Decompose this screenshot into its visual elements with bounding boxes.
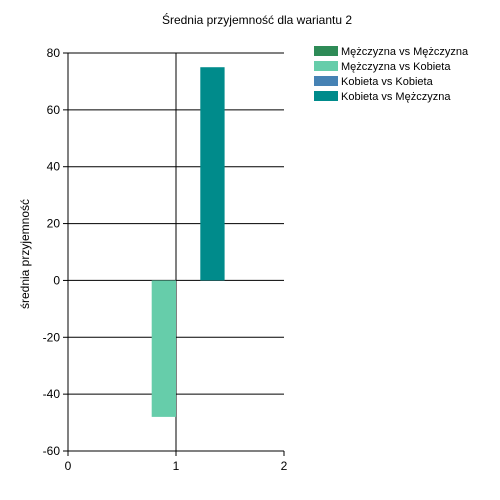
x-tick-label: 2 [281,459,288,473]
bar-4 [200,67,225,281]
y-tick-label: 40 [47,160,61,174]
y-tick-label: 80 [47,46,61,60]
legend-label-4: Kobieta vs Mężczyzna [341,91,451,103]
y-tick-label: 0 [53,273,60,287]
tick-labels: 80 60 40 20 0 -20 -40 -60 0 1 2 [43,46,288,473]
chart-title: Średnia przyjemność dla wariantu 2 [162,12,352,27]
y-tick-label: -60 [43,444,61,458]
legend-swatch-1 [314,46,338,56]
legend-swatch-4 [314,91,338,101]
y-tick-label: 60 [47,103,61,117]
legend-swatch-2 [314,61,338,71]
legend-swatch-3 [314,76,338,86]
y-tick-label: 20 [47,217,61,231]
axes [63,52,285,456]
y-tick-label: -40 [43,387,61,401]
y-tick-label: -20 [43,330,61,344]
x-tick-label: 0 [65,459,72,473]
bar-2 [151,280,176,417]
legend-label-1: Mężczyzna vs Mężczyzna [341,46,469,58]
bars [151,67,225,417]
x-tick-label: 1 [173,459,180,473]
legend: Mężczyzna vs Mężczyzna Mężczyzna vs Kobie… [314,46,469,103]
legend-label-3: Kobieta vs Kobieta [341,76,434,88]
y-axis-label: średnia przyjemność [18,199,32,309]
legend-label-2: Mężczyzna vs Kobieta [341,61,451,73]
